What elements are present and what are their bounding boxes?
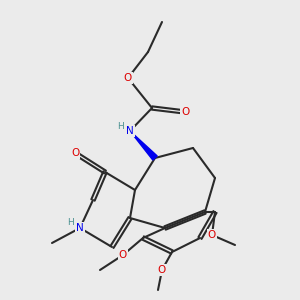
- Text: O: O: [119, 250, 127, 260]
- Text: O: O: [124, 73, 132, 83]
- Text: H: H: [117, 122, 124, 131]
- Text: O: O: [181, 107, 189, 117]
- Text: O: O: [71, 148, 79, 158]
- Text: H: H: [67, 218, 73, 227]
- Text: O: O: [158, 265, 166, 275]
- Text: N: N: [126, 126, 134, 136]
- Text: O: O: [208, 230, 216, 240]
- Polygon shape: [130, 131, 157, 160]
- Text: N: N: [76, 223, 84, 233]
